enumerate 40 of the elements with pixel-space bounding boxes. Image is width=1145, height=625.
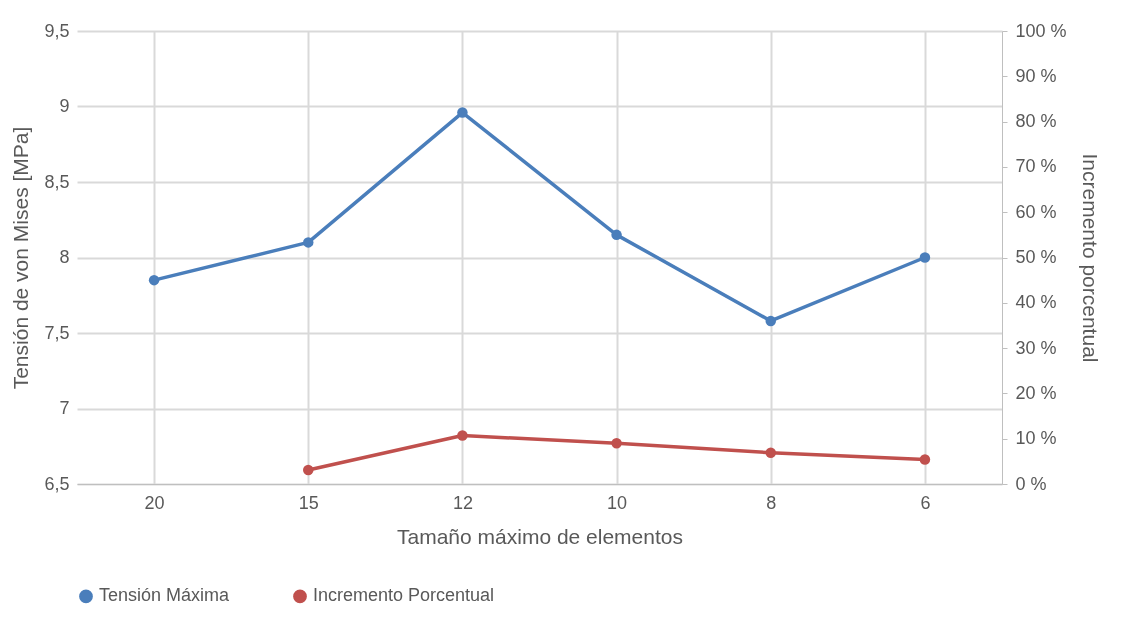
y2-tick-label: 30 %: [1015, 337, 1057, 358]
y2-tick-label: 60 %: [1015, 201, 1057, 222]
y-tick-label: 9,5: [44, 20, 70, 41]
y-tick-label: 8,5: [44, 171, 70, 192]
legend-label: Incremento Porcentual: [313, 585, 495, 606]
point: [148, 274, 160, 286]
y2-tick-label: 20 %: [1015, 382, 1057, 403]
y-axis-title: Tensión de von Mises [MPa]: [9, 126, 33, 390]
x-tick-label: 6: [920, 492, 931, 513]
x-tick-label: 15: [298, 492, 319, 513]
point: [765, 315, 776, 327]
x-tick-label: 10: [607, 492, 628, 513]
y2-tick-label: 80 %: [1015, 111, 1057, 132]
point: [919, 252, 931, 263]
y-tick-label: 7: [59, 398, 70, 418]
y2-tick-label: 90 %: [1015, 65, 1057, 86]
x-axis-title: Tamaño máximo de elementos: [397, 524, 683, 548]
y-tick-label: 6,5: [44, 473, 70, 494]
point: [457, 107, 468, 118]
y2-tick-label: 40 %: [1015, 292, 1057, 313]
point: [303, 464, 314, 476]
point: [765, 447, 776, 458]
x-tick-label: 12: [452, 492, 473, 513]
y2-axis-title: Incremento porcentual: [1078, 153, 1102, 363]
y2-tick-label: 70 %: [1015, 156, 1057, 177]
point: [611, 229, 622, 241]
y-tick-label: 7,5: [44, 322, 70, 343]
x-tick-label: 20: [144, 492, 165, 513]
point: [611, 438, 622, 449]
y-tick-label: 8: [59, 247, 70, 267]
y2-tick-label: 100 %: [1015, 20, 1067, 41]
y2-tick-label: 0 %: [1015, 473, 1047, 494]
y2-tick-label: 10 %: [1015, 428, 1057, 449]
y-tick-label: 9: [59, 96, 70, 116]
point: [303, 237, 314, 248]
legend-label: Tensión Máxima: [99, 585, 231, 606]
point: [919, 454, 931, 465]
y2-tick-label: 50 %: [1015, 247, 1057, 267]
point: [457, 430, 468, 441]
x-tick-label: 8: [766, 492, 777, 513]
